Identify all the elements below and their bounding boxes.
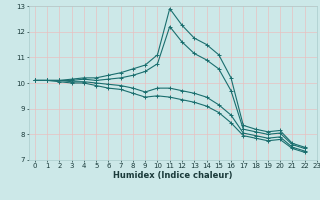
X-axis label: Humidex (Indice chaleur): Humidex (Indice chaleur)	[113, 171, 233, 180]
